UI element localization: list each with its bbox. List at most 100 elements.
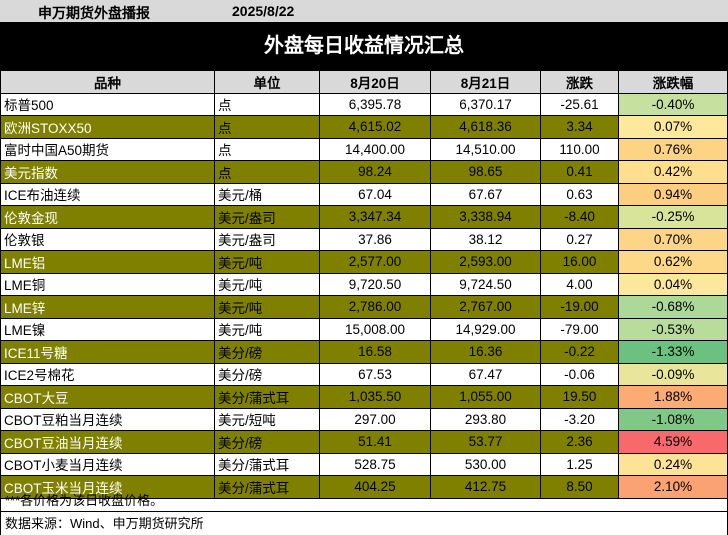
change-pct-cell: 0.04% (618, 272, 728, 296)
change-cell: -0.06 (540, 362, 619, 386)
instrument-name: ICE11号糖 (0, 340, 215, 364)
table-row: CBOT玉米当月连续 美分/蒲式耳 404.25 412.75 8.50 2.10% (0, 475, 728, 499)
table-row: 伦敦银 美元/盎司 37.86 38.12 0.27 0.70% (0, 227, 728, 251)
report-header: 申万期货外盘播报 2025/8/22 (0, 0, 728, 23)
price-day1-cell: 404.25 (319, 475, 431, 499)
change-cell: 0.63 (540, 182, 619, 206)
change-cell: -0.22 (540, 340, 619, 364)
col-header-unit: 单位 (214, 70, 320, 94)
unit-cell: 美分/蒲式耳 (214, 452, 320, 476)
price-day1-cell: 15,008.00 (319, 317, 431, 341)
table-row: 富时中国A50期货点 14,400.00 14,510.00 110.00 0.76% (0, 137, 728, 161)
change-cell: 16.00 (540, 250, 619, 274)
col-header-name: 品种 (0, 70, 215, 94)
price-day2-cell: 14,929.00 (430, 317, 541, 341)
price-day1-cell: 14,400.00 (319, 137, 431, 161)
price-day1-cell: 528.75 (319, 452, 431, 476)
change-pct-cell: -1.33% (618, 340, 728, 364)
unit-cell: 美分/磅 (214, 340, 320, 364)
price-day2-cell: 6,370.17 (430, 92, 541, 116)
table-row: CBOT豆油当月连续 美分/磅 51.41 53.77 2.36 4.59% (0, 430, 728, 454)
unit-cell: 美元/短吨 (214, 407, 320, 431)
instrument-name: 伦敦银 (0, 227, 215, 251)
change-cell: 4.00 (540, 272, 619, 296)
change-pct-cell: -0.09% (618, 362, 728, 386)
price-day2-cell: 3,338.94 (430, 205, 541, 229)
change-pct-cell: 0.94% (618, 182, 728, 206)
instrument-name: 富时中国A50期货 (0, 137, 215, 161)
change-pct-cell: 0.70% (618, 227, 728, 251)
change-cell: -25.61 (540, 92, 619, 116)
table-row: CBOT大豆 美分/蒲式耳 1,035.50 1,055.00 19.50 1.88% (0, 385, 728, 409)
unit-cell: 点 (214, 137, 320, 161)
instrument-name: CBOT豆粕当月连续 (0, 407, 215, 431)
price-day2-cell: 14,510.00 (430, 137, 541, 161)
instrument-name: 美元指数 (0, 160, 215, 184)
change-pct-cell: -0.53% (618, 317, 728, 341)
table-row: LME铝 美元/吨 2,577.00 2,593.00 16.00 0.62% (0, 250, 728, 274)
price-day1-cell: 67.53 (319, 362, 431, 386)
price-day1-cell: 2,577.00 (319, 250, 431, 274)
instrument-name: LME锌 (0, 295, 215, 319)
org-name: 申万期货外盘播报 (38, 5, 150, 21)
change-cell: 1.25 (540, 452, 619, 476)
price-day1-cell: 9,720.50 (319, 272, 431, 296)
change-cell: -79.00 (540, 317, 619, 341)
price-day1-cell: 2,786.00 (319, 295, 431, 319)
change-cell: 0.27 (540, 227, 619, 251)
table-row: LME锌 美元/吨 2,786.00 2,767.00 -19.00 -0.68% (0, 295, 728, 319)
price-day2-cell: 67.67 (430, 182, 541, 206)
table-row: CBOT豆粕当月连续 美元/短吨 297.00 293.80 -3.20 -1.08% (0, 407, 728, 431)
unit-cell: 美元/吨 (214, 272, 320, 296)
price-day2-cell: 9,724.50 (430, 272, 541, 296)
data-source: 数据来源：Wind、申万期货研究所 (0, 512, 728, 535)
table-row: 伦敦金现 美元/盎司 3,347.34 3,338.94 -8.40 -0.25% (0, 205, 728, 229)
instrument-name: LME铜 (0, 272, 215, 296)
change-cell: 19.50 (540, 385, 619, 409)
change-pct-cell: 1.88% (618, 385, 728, 409)
unit-cell: 美元/盎司 (214, 227, 320, 251)
price-day2-cell: 2,593.00 (430, 250, 541, 274)
change-pct-cell: 0.42% (618, 160, 728, 184)
quotes-table: 品种 单位 8月20日 8月21日 涨跌 涨跌幅 标普500 点 6,395.78 6… (0, 70, 728, 499)
change-pct-cell: 0.07% (618, 115, 728, 139)
price-day2-cell: 53.77 (430, 430, 541, 454)
change-pct-cell: -0.40% (618, 92, 728, 116)
price-day1-cell: 98.24 (319, 160, 431, 184)
table-row: LME铜 美元/吨 9,720.50 9,724.50 4.00 0.04% (0, 272, 728, 296)
col-header-change-pct: 涨跌幅 (618, 70, 728, 94)
price-day2-cell: 16.36 (430, 340, 541, 364)
price-day2-cell: 293.80 (430, 407, 541, 431)
change-cell: 0.41 (540, 160, 619, 184)
unit-cell: 美分/磅 (214, 430, 320, 454)
col-header-change: 涨跌 (540, 70, 619, 94)
report-title: 外盘每日收益情况汇总 (264, 35, 464, 57)
unit-cell: 美分/蒲式耳 (214, 475, 320, 499)
unit-cell: 点 (214, 160, 320, 184)
table-header-row: 品种 单位 8月20日 8月21日 涨跌 涨跌幅 (0, 70, 728, 94)
price-day1-cell: 3,347.34 (319, 205, 431, 229)
unit-cell: 点 (214, 115, 320, 139)
price-day2-cell: 67.47 (430, 362, 541, 386)
price-day2-cell: 1,055.00 (430, 385, 541, 409)
table-row: 美元指数点 98.24 98.65 0.41 0.42% (0, 160, 728, 184)
price-day2-cell: 4,618.36 (430, 115, 541, 139)
change-pct-cell: -0.68% (618, 295, 728, 319)
instrument-name: 欧洲STOXX50 (0, 115, 215, 139)
instrument-name: 标普500 (0, 92, 215, 116)
change-cell: -19.00 (540, 295, 619, 319)
price-day2-cell: 2,767.00 (430, 295, 541, 319)
price-day2-cell: 530.00 (430, 452, 541, 476)
unit-cell: 美元/吨 (214, 317, 320, 341)
change-pct-cell: -1.08% (618, 407, 728, 431)
price-day1-cell: 6,395.78 (319, 92, 431, 116)
unit-cell: 美分/蒲式耳 (214, 385, 320, 409)
price-day1-cell: 4,615.02 (319, 115, 431, 139)
table-row: ICE布油连续 美元/桶 67.04 67.67 0.63 0.94% (0, 182, 728, 206)
col-header-day2: 8月21日 (430, 70, 541, 94)
change-pct-cell: 2.10% (618, 475, 728, 499)
unit-cell: 美元/桶 (214, 182, 320, 206)
price-day1-cell: 51.41 (319, 430, 431, 454)
unit-cell: 美元/吨 (214, 250, 320, 274)
unit-cell: 点 (214, 92, 320, 116)
